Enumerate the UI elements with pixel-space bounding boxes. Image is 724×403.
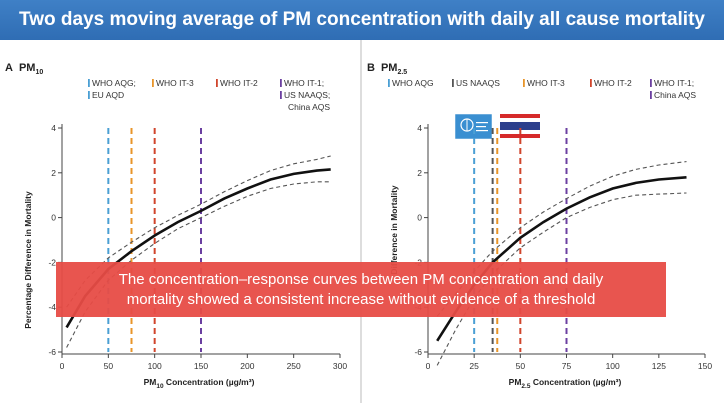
panel-b-xlabel-pm: PM [509, 377, 522, 387]
panel-a-vertical-lines [107, 128, 202, 352]
legend-entry: WHO IT-3 [156, 78, 194, 88]
x-tick-label: 250 [287, 361, 301, 371]
panel-a-axes: 0 50 100 150 200 250 300 -6 -4 -2 0 2 4 [48, 123, 347, 371]
legend-entry: WHO IT-1; [654, 78, 694, 88]
legend-entry: WHO IT-2 [594, 78, 632, 88]
panel-b-label: B PM2.5 [367, 62, 407, 76]
legend-marker [650, 79, 652, 87]
panel-a-xlabel-sub: 10 [156, 383, 164, 390]
legend-marker [216, 79, 218, 87]
x-tick-label: 0 [426, 361, 431, 371]
upper-ci-line [436, 161, 687, 317]
panel-a-xlabel-rest: Concentration (µg/m³) [164, 377, 255, 387]
panel-b-sub: 2.5 [397, 69, 407, 76]
banner-line-1: The concentration–response curves betwee… [118, 270, 604, 288]
panel-a-ylabel: Percentage Difference in Mortality [23, 191, 33, 329]
legend-entry: US NAAQS; [284, 90, 330, 100]
x-tick-label: 150 [194, 361, 208, 371]
y-tick-label: 2 [417, 168, 422, 178]
y-tick-label: 4 [417, 123, 422, 133]
panel-a-sub: 10 [35, 69, 43, 76]
who-logo-icon [454, 113, 493, 140]
legend-entry: WHO IT-3 [527, 78, 565, 88]
x-tick-label: 0 [60, 361, 65, 371]
legend-marker [650, 91, 652, 99]
panel-a-xlabel: PM10 Concentration (µg/m³) [144, 377, 255, 390]
panel-a: A PM10 WHO AQG; WHO IT-3 WHO IT-2 WHO IT-1;E… [5, 62, 347, 390]
legend-entry: WHO AQG; [92, 78, 136, 88]
panel-b-vertical-lines [473, 128, 568, 352]
legend-entry: China AQS [288, 102, 330, 112]
panel-a-label: A PM10 [5, 62, 43, 76]
legend-entry: China AQS [654, 90, 696, 100]
y-tick-label: 0 [417, 213, 422, 223]
page-title: Two days moving average of PM concentrat… [19, 9, 705, 30]
x-tick-label: 75 [562, 361, 572, 371]
y-tick-label: 0 [51, 213, 56, 223]
panel-a-pm: PM [19, 62, 36, 74]
legend-marker [152, 79, 154, 87]
x-tick-label: 25 [469, 361, 479, 371]
legend-entry: US NAAQS [456, 78, 500, 88]
panel-a-legend: WHO AQG; WHO IT-3 WHO IT-2 WHO IT-1; EU AQD U… [88, 78, 330, 112]
panel-b-legend: WHO AQG US NAAQS WHO IT-3 WHO IT-2 WHO IT-1;… [388, 78, 696, 100]
panel-b-xlabel: PM2.5 Concentration (µg/m³) [509, 377, 622, 390]
legend-marker [88, 91, 90, 99]
panel-b-letter: B [367, 62, 375, 74]
thailand-flag-icon [500, 114, 540, 138]
x-tick-label: 100 [148, 361, 162, 371]
legend-marker [590, 79, 592, 87]
y-tick-label: -2 [48, 257, 56, 267]
panel-b-pm: PM [381, 62, 398, 74]
panel-a-ci [66, 155, 331, 348]
x-tick-label: 200 [240, 361, 254, 371]
panel-b: B PM2.5 WHO AQG US NAAQS WHO IT-3 WHO IT-2 WH… [367, 62, 712, 390]
y-tick-label: -4 [48, 302, 56, 312]
y-tick-label: 2 [51, 168, 56, 178]
legend-marker [523, 79, 525, 87]
panel-b-xlabel-rest: Concentration (µg/m³) [530, 377, 621, 387]
x-tick-label: 125 [652, 361, 666, 371]
y-tick-label: 4 [51, 123, 56, 133]
panel-b-ylabel: Difference in Mortality [389, 185, 399, 275]
x-tick-label: 300 [333, 361, 347, 371]
legend-entry: WHO AQG [392, 78, 434, 88]
x-tick-label: 50 [516, 361, 526, 371]
legend-marker [280, 91, 282, 99]
x-tick-label: 100 [606, 361, 620, 371]
legend-entry: WHO IT-1; [284, 78, 324, 88]
y-tick-label: -6 [48, 347, 56, 357]
banner-line-2: mortality showed a consistent increase w… [126, 290, 596, 308]
panel-a-letter: A [5, 62, 13, 74]
y-tick-label: -6 [414, 347, 422, 357]
upper-ci-line [66, 155, 331, 308]
panel-b-xlabel-sub: 2.5 [521, 383, 530, 390]
legend-entry: WHO IT-2 [220, 78, 258, 88]
legend-marker [388, 79, 390, 87]
summary-banner: The concentration–response curves betwee… [56, 262, 666, 317]
legend-marker [452, 79, 454, 87]
legend-marker [88, 79, 90, 87]
charts-area: A PM10 WHO AQG; WHO IT-3 WHO IT-2 WHO IT-1;E… [5, 40, 712, 403]
x-tick-label: 50 [104, 361, 114, 371]
panel-a-xlabel-pm: PM [144, 377, 157, 387]
legend-marker [280, 79, 282, 87]
x-tick-label: 150 [698, 361, 712, 371]
legend-entry: EU AQD [92, 90, 124, 100]
title-bar [0, 0, 724, 40]
